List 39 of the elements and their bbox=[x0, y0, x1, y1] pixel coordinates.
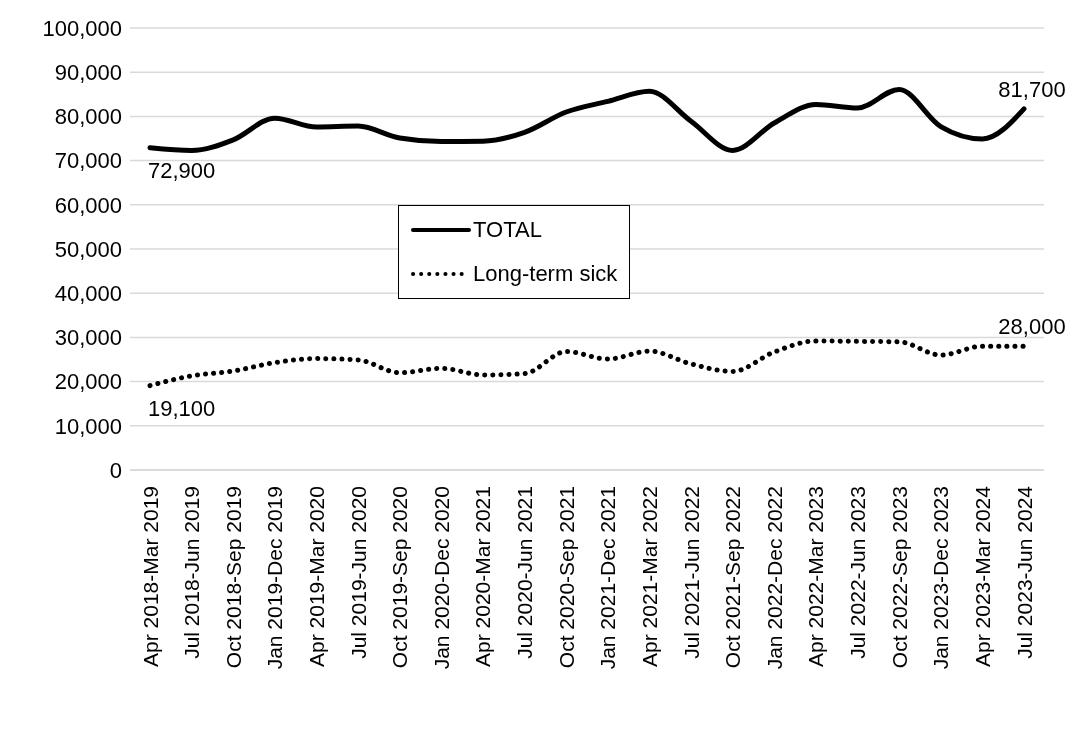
data-label: 81,700 bbox=[998, 76, 1066, 102]
x-tick-label: Oct 2020-Sep 2021 bbox=[554, 486, 578, 669]
x-tick-label: Oct 2021-Sep 2022 bbox=[721, 486, 745, 669]
y-tick-label: 90,000 bbox=[54, 60, 122, 86]
y-tick-label: 0 bbox=[109, 457, 122, 483]
x-tick-label: Jul 2021-Jun 2022 bbox=[679, 486, 703, 659]
y-tick-label: 60,000 bbox=[54, 192, 122, 218]
x-tick-label: Oct 2018-Sep 2019 bbox=[221, 486, 245, 669]
x-tick-label: Jul 2023-Jun 2024 bbox=[1012, 485, 1036, 659]
y-tick-label: 40,000 bbox=[54, 281, 122, 307]
y-tick-label: 70,000 bbox=[54, 148, 122, 174]
y-tick-label: 100,000 bbox=[42, 15, 122, 41]
x-tick-label: Apr 2018-Mar 2019 bbox=[138, 486, 162, 667]
x-tick-label: Oct 2019-Sep 2020 bbox=[388, 486, 412, 669]
x-tick-label: Apr 2021-Mar 2022 bbox=[637, 486, 661, 667]
x-tick-label: Oct 2022-Sep 2023 bbox=[887, 486, 911, 669]
y-tick-label: 80,000 bbox=[54, 104, 122, 130]
x-tick-label: Jul 2019-Jun 2020 bbox=[346, 486, 370, 659]
y-tick-label: 50,000 bbox=[54, 236, 122, 262]
data-label: 72,900 bbox=[148, 157, 216, 183]
legend-label: Long-term sick bbox=[473, 261, 618, 287]
x-tick-label: Apr 2019-Mar 2020 bbox=[304, 486, 328, 667]
x-tick-label: Jul 2018-Jun 2019 bbox=[180, 486, 204, 659]
x-tick-label: Jan 2019-Dec 2019 bbox=[263, 486, 287, 670]
x-tick-label: Jan 2023-Dec 2023 bbox=[929, 486, 953, 670]
x-tick-label: Jan 2020-Dec 2020 bbox=[429, 486, 453, 670]
y-tick-label: 10,000 bbox=[54, 413, 122, 439]
legend-label: TOTAL bbox=[473, 217, 542, 243]
data-label: 19,100 bbox=[148, 395, 216, 421]
x-tick-label: Jan 2021-Dec 2021 bbox=[596, 486, 620, 670]
x-tick-label: Jul 2022-Jun 2023 bbox=[846, 486, 870, 659]
x-tick-label: Apr 2023-Mar 2024 bbox=[970, 485, 994, 667]
x-tick-label: Jul 2020-Jun 2021 bbox=[513, 486, 537, 659]
data-label: 28,000 bbox=[998, 314, 1066, 340]
y-tick-label: 30,000 bbox=[54, 325, 122, 351]
x-tick-label: Apr 2022-Mar 2023 bbox=[804, 486, 828, 667]
x-tick-label: Jan 2022-Dec 2022 bbox=[762, 486, 786, 670]
x-tick-label: Apr 2020-Mar 2021 bbox=[471, 486, 495, 667]
y-tick-label: 20,000 bbox=[54, 369, 122, 395]
